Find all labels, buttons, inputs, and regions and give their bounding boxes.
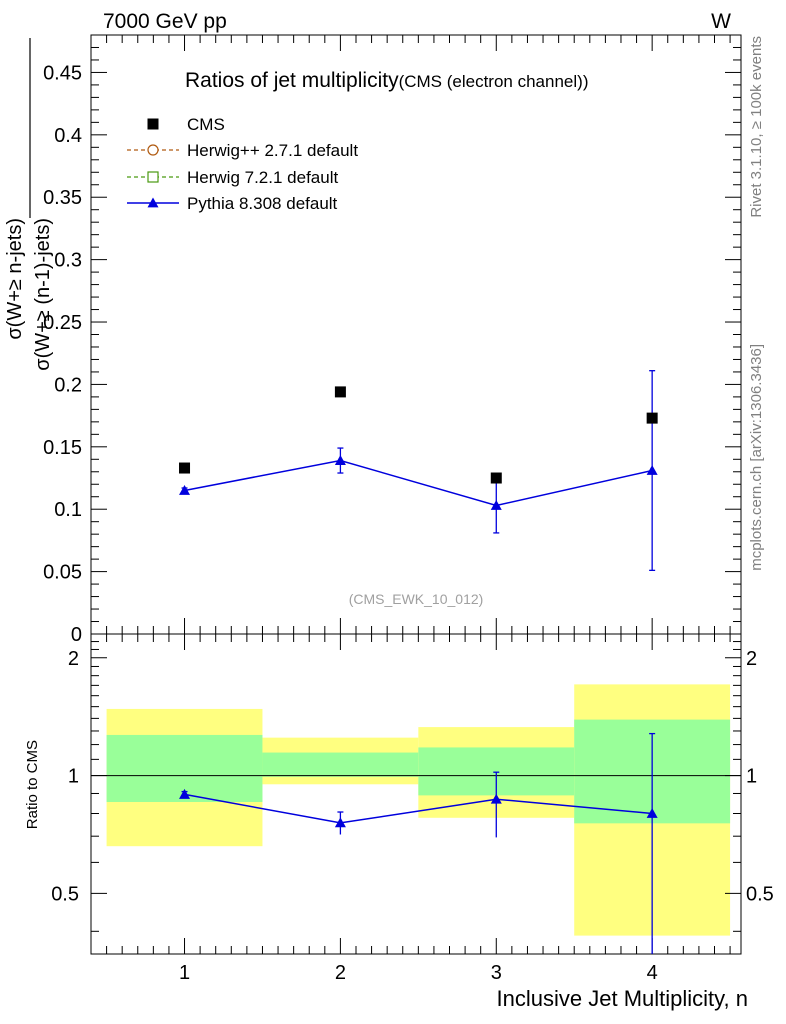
ratio-plot-frame [90,633,742,955]
green-band-2 [262,752,419,777]
ratio-y-tick-label-left: 1 [68,766,79,788]
pythia-point [646,465,658,475]
cms-data-point [490,472,502,484]
ratio-y-tick-label-right: 2 [746,648,757,670]
cms-data-point [334,386,346,398]
pythia-ratio-point [179,788,191,799]
ratio-y-tick-label-left: 0.5 [51,883,79,905]
ratio-y-tick-label-right: 0.5 [746,883,774,905]
y-axis-label-denominator: σ(W+≥ (n-1)-jets) [32,218,54,371]
y-tick-label: 0 [71,624,82,646]
y-tick-label: 0.25 [43,312,82,334]
y-tick-label: 0.3 [54,250,82,272]
legend-label: Pythia 8.308 default [187,194,338,213]
pythia-ratio-line [184,793,653,824]
y-tick-label: 0.45 [43,62,82,84]
ratio-bands-group [91,684,741,936]
rivet-label: Rivet 3.1.10, ≥ 100k events [748,36,765,218]
cms-data-point [646,412,658,424]
ratio-y-tick-label-left: 2 [68,648,79,670]
tick-labels-group: 1 2 3 4 0 0.05 0.1 0.15 0.2 0.25 0.3 0.35 0.4 0.45 0.5… [43,62,774,984]
legend-label: CMS [187,115,225,134]
pythia-ratio-point [646,807,658,818]
ratio-y-tick-label-right: 1 [746,766,757,788]
chart-subtitle: (CMS (electron channel)) [399,72,589,91]
chart-title: Ratios of jet multiplicity(CMS (electron… [185,69,588,92]
legend-cms-marker [147,118,159,130]
legend-pythia-marker [147,197,159,208]
pythia-ratio-point [334,817,346,828]
header-right: W [711,10,731,33]
header-left: 7000 GeV pp [103,10,227,33]
x-axis-label: Inclusive Jet Multiplicity, n [497,986,748,1011]
legend: CMS Herwig++ 2.7.1 default Herwig 7.2.1 de… [127,115,358,213]
cms-data-point [179,462,191,474]
y-tick-label: 0.35 [43,187,82,209]
pythia-ratio-point [490,793,502,804]
analysis-tag: (CMS_EWK_10_012) [349,591,484,607]
ratio-y-axis-label: Ratio to CMS [24,740,41,829]
y-tick-label: 0.05 [43,562,82,584]
x-tick-label: 4 [647,962,658,984]
legend-label: Herwig++ 2.7.1 default [187,141,358,160]
legend-herwigpp-marker [147,144,159,156]
legend-herwig7-marker [147,171,159,183]
pythia-line [184,459,653,507]
y-tick-label: 0.2 [54,374,82,396]
y-tick-label: 0.4 [54,125,82,147]
pythia-point [490,499,502,510]
mcplots-label: mcplots.cern.ch [arXiv:1306.3436] [748,344,765,571]
axis-ticks-group [91,35,741,954]
y-tick-label: 0.1 [54,499,82,521]
y-axis-label-numerator: σ(W+≥ n-jets) [4,218,26,340]
legend-label: Herwig 7.2.1 default [187,168,338,187]
x-tick-label: 1 [179,962,190,984]
pythia-point [334,455,346,465]
pythia-point [179,484,191,495]
x-tick-label: 2 [335,962,346,984]
x-tick-label: 3 [491,962,502,984]
chart-title-main: Ratios of jet multiplicity [185,69,399,92]
y-tick-label: 0.15 [43,437,82,459]
series-group [179,370,658,954]
